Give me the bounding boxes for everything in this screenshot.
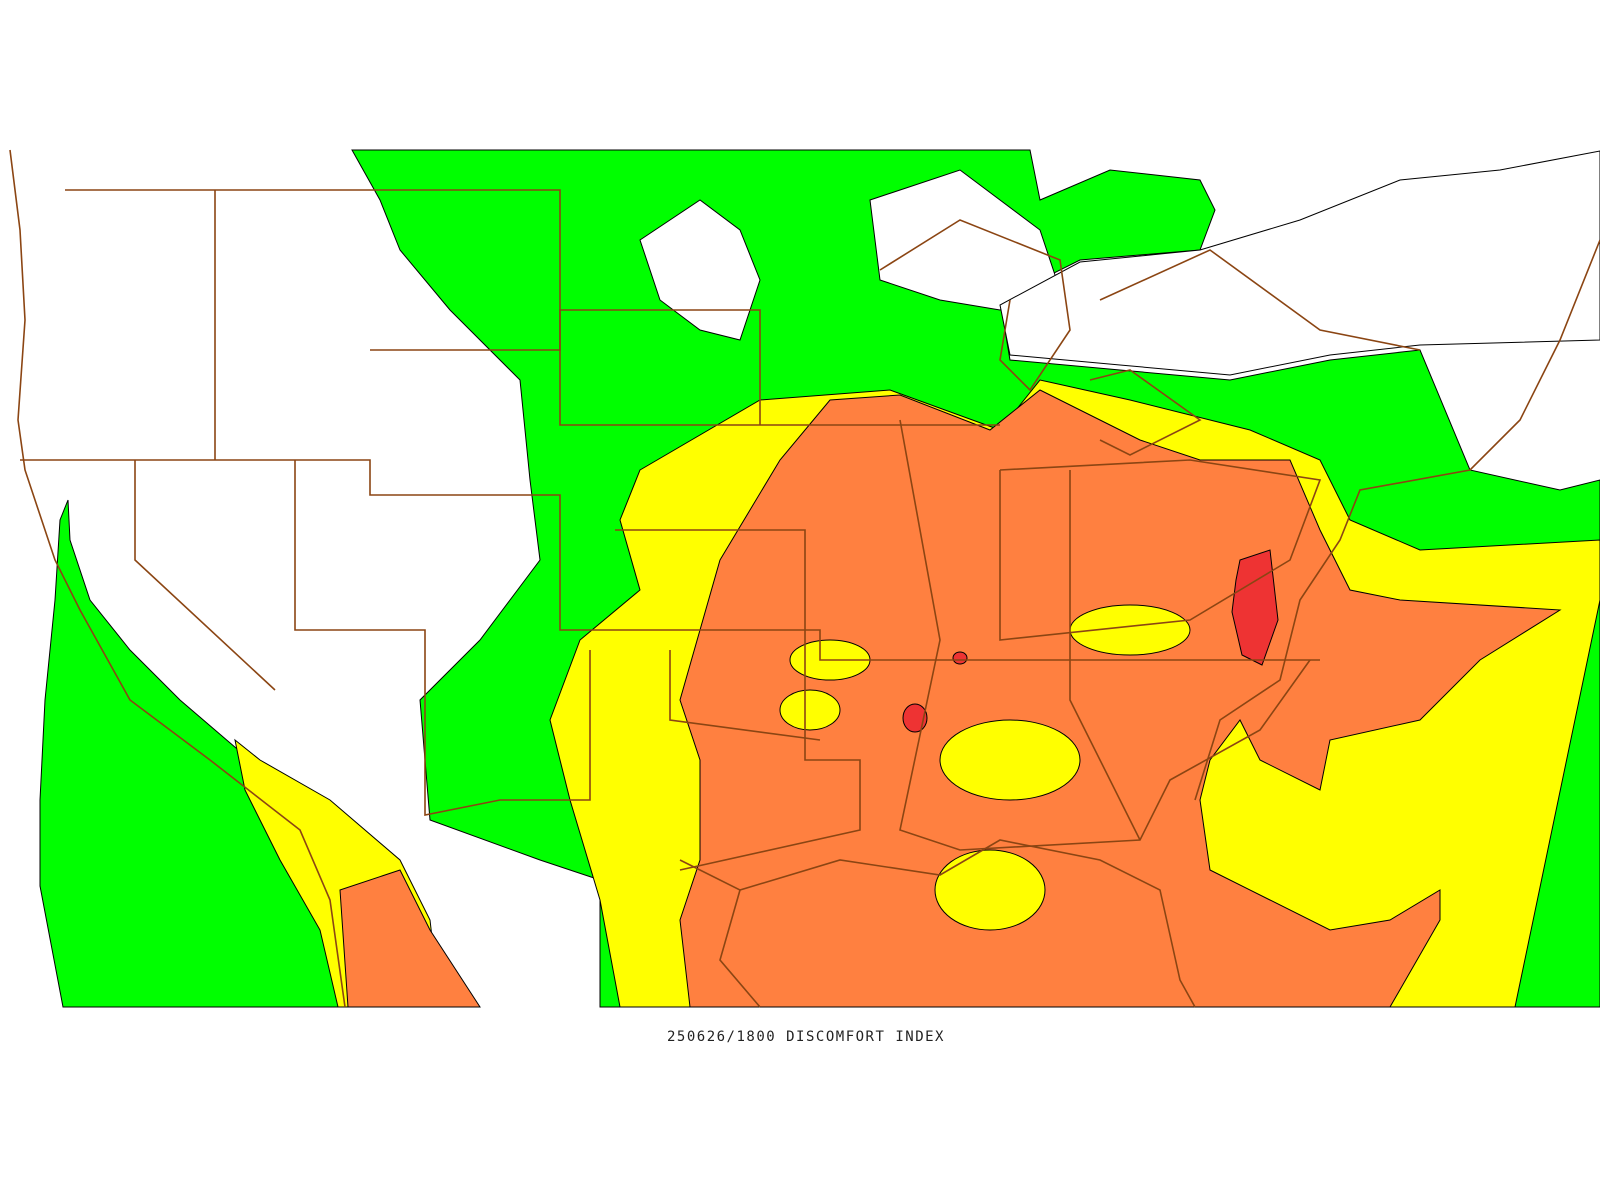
border <box>615 529 861 871</box>
zone-yellow <box>939 719 1081 801</box>
map-caption: 250626/1800 DISCOMFORT INDEX <box>667 1029 945 1045</box>
zone-green <box>39 499 346 1008</box>
border <box>679 859 761 1008</box>
border <box>65 189 1000 426</box>
coastline <box>9 149 346 1008</box>
zone-red <box>902 703 928 733</box>
border <box>134 460 276 691</box>
border <box>999 459 1322 641</box>
coastline <box>739 839 1196 1008</box>
zone-none <box>999 150 1600 376</box>
lakes <box>1089 369 1202 456</box>
border <box>669 650 821 741</box>
discomfort-zones <box>39 149 1600 1008</box>
border <box>370 309 761 425</box>
border <box>899 419 1311 851</box>
zone-orange <box>679 389 1562 1008</box>
coastline <box>1194 239 1600 801</box>
border <box>294 460 591 816</box>
border <box>20 459 1320 661</box>
zone-orange <box>339 869 481 1008</box>
border <box>1069 470 1141 841</box>
state-borders <box>9 149 1600 1008</box>
zone-yellow <box>779 689 841 731</box>
zone-red <box>952 651 968 665</box>
border <box>1099 249 1421 351</box>
zone-yellow <box>934 849 1046 931</box>
lakes <box>879 219 1071 392</box>
